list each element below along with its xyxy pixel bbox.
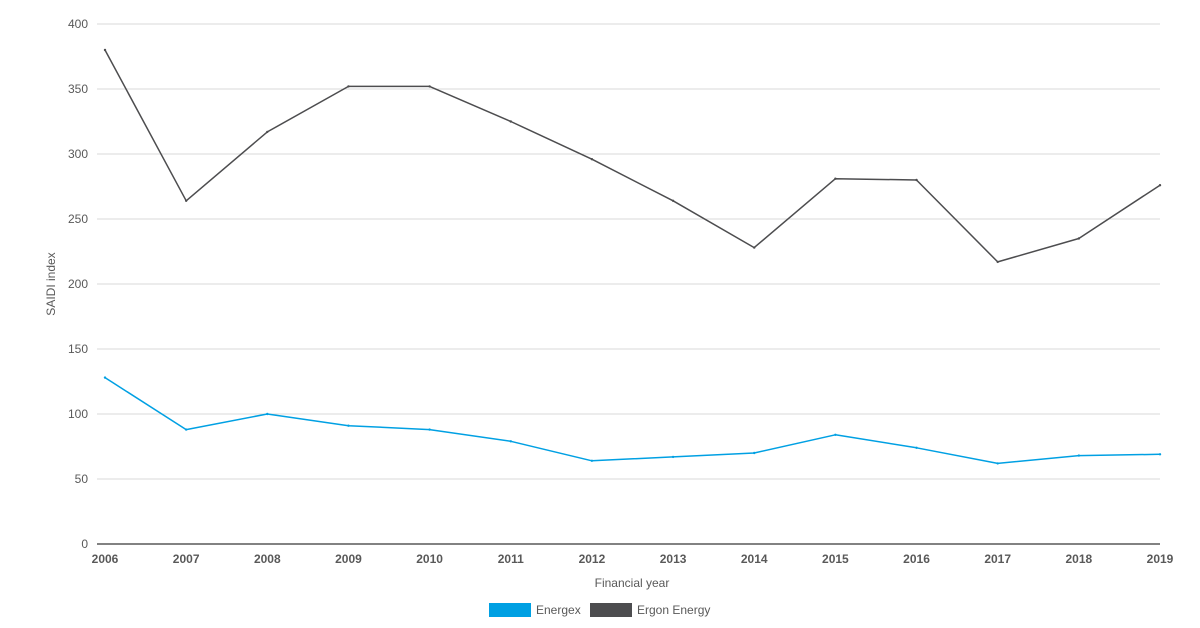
data-point-energex	[509, 440, 512, 443]
series-line-energex	[104, 376, 1161, 465]
data-point-ergon-energy	[753, 246, 756, 249]
legend-item-energex: Energex	[489, 603, 581, 617]
data-point-energex	[590, 459, 594, 462]
data-point-energex	[671, 455, 675, 459]
x-tick-label: 2012	[579, 552, 606, 566]
data-point-ergon-energy	[1158, 184, 1162, 187]
legend-label: Ergon Energy	[637, 603, 710, 617]
y-axis-title: SAIDI index	[44, 252, 58, 315]
data-point-ergon-energy	[590, 158, 594, 161]
x-tick-label: 2009	[335, 552, 362, 566]
data-point-ergon-energy	[428, 85, 431, 88]
legend-swatch	[489, 603, 531, 617]
legend: Energex Ergon Energy	[489, 603, 710, 617]
series-line-ergon-energy	[104, 49, 1161, 263]
legend-label: Energex	[536, 603, 581, 617]
data-point-energex	[915, 446, 918, 449]
series-ergon-energy	[103, 48, 1162, 264]
x-tick-label: 2011	[498, 552, 524, 566]
data-point-ergon-energy	[266, 130, 269, 134]
data-point-ergon-energy	[1077, 237, 1081, 240]
y-tick-label: 200	[68, 277, 88, 291]
x-axis-title: Financial year	[595, 576, 670, 590]
y-tick-label: 400	[68, 17, 88, 31]
x-tick-label: 2008	[254, 552, 281, 566]
legend-swatch	[590, 603, 632, 617]
x-tick-label: 2018	[1065, 552, 1092, 566]
data-point-energex	[184, 428, 188, 431]
data-point-energex	[428, 428, 431, 431]
data-point-energex	[996, 462, 999, 465]
data-point-ergon-energy	[834, 177, 837, 180]
y-tick-label: 50	[75, 472, 89, 486]
x-tick-label: 2007	[173, 552, 200, 566]
data-point-ergon-energy	[996, 260, 999, 264]
data-point-energex	[266, 412, 269, 416]
y-axis-tick-labels: 0 50 100 150 200 250 300 350 400	[68, 17, 88, 551]
data-point-energex	[347, 424, 350, 427]
data-point-energex	[1158, 453, 1162, 456]
x-axis-tick-labels: 2006 2007 2008 2009 2010 2011 2012 2013 2014 2015…	[92, 552, 1174, 566]
data-point-ergon-energy	[509, 120, 512, 123]
x-tick-label: 2019	[1147, 552, 1174, 566]
data-point-ergon-energy	[347, 85, 350, 88]
y-tick-label: 250	[68, 212, 88, 226]
legend-item-ergon-energy: Ergon Energy	[590, 603, 710, 617]
series-energex	[103, 376, 1162, 465]
series-lines	[103, 48, 1162, 465]
y-tick-label: 0	[81, 537, 88, 551]
y-tick-label: 100	[68, 407, 88, 421]
data-point-ergon-energy	[184, 199, 188, 202]
y-tick-label: 150	[68, 342, 88, 356]
y-tick-label: 350	[68, 82, 88, 96]
x-tick-label: 2015	[822, 552, 849, 566]
x-tick-label: 2010	[416, 552, 443, 566]
data-point-ergon-energy	[103, 48, 107, 52]
x-tick-label: 2006	[92, 552, 119, 566]
y-tick-label: 300	[68, 147, 88, 161]
data-point-ergon-energy	[915, 178, 918, 182]
x-tick-label: 2016	[903, 552, 930, 566]
x-tick-label: 2014	[741, 552, 768, 566]
data-point-energex	[753, 451, 756, 455]
data-point-energex	[1077, 454, 1081, 457]
data-point-ergon-energy	[671, 199, 675, 202]
x-tick-label: 2013	[660, 552, 687, 566]
x-tick-label: 2017	[984, 552, 1011, 566]
data-point-energex	[834, 433, 837, 436]
data-point-energex	[103, 376, 107, 379]
grid-lines	[97, 23, 1160, 480]
